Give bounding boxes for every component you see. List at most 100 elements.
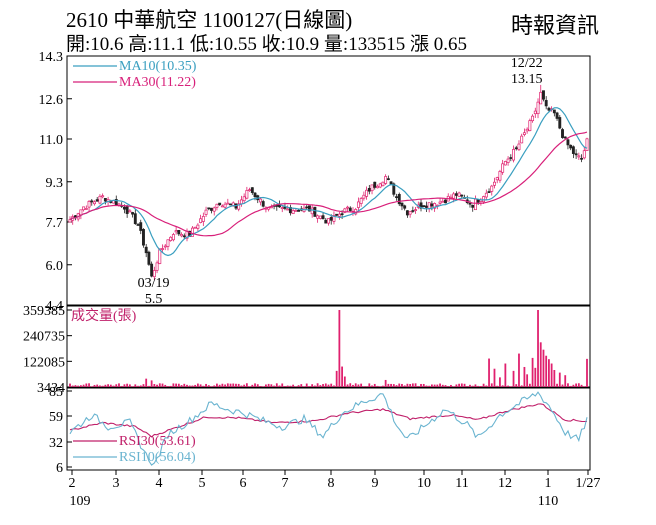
candle-body — [147, 251, 151, 265]
x-tick-label: 4 — [156, 476, 163, 491]
candle-body — [182, 235, 186, 238]
price-tick-label: 4.4 — [46, 299, 64, 314]
candle-body — [101, 195, 105, 198]
candle-body — [498, 171, 502, 181]
x-tick-label: 9 — [372, 476, 379, 491]
candle-body — [542, 90, 545, 100]
candle-body — [84, 208, 88, 210]
candle-body — [136, 224, 140, 226]
candle-body — [433, 203, 437, 209]
x-tick-label: 1/27 — [576, 476, 601, 491]
candle-body — [327, 218, 330, 224]
candle-body — [253, 192, 257, 198]
price-tick-label: 6.0 — [46, 259, 64, 274]
candle-body — [324, 219, 328, 224]
low-value-label: 5.5 — [145, 292, 163, 307]
rsi10-legend-label: RSI10(56.04) — [119, 450, 196, 465]
x-axis: 2 3 4 5 6 7 8 9 10 11 12 1 1/27 109 110 — [69, 470, 601, 509]
candle-body — [212, 207, 216, 212]
candle-body — [237, 203, 241, 210]
high-value-label: 13.15 — [511, 72, 543, 87]
candle-body — [386, 178, 390, 181]
candle-body — [158, 248, 162, 264]
candle-body — [207, 207, 211, 210]
candle-body — [544, 100, 548, 107]
candle-body — [381, 181, 385, 187]
candle-body — [337, 213, 341, 217]
candle-body — [218, 202, 222, 206]
candle-body — [340, 213, 344, 216]
candle-body — [493, 181, 496, 186]
candle-body — [332, 215, 336, 222]
candle-body — [533, 110, 537, 115]
x-year-label: 109 — [70, 494, 91, 509]
candle-body — [103, 198, 107, 202]
ma30-line — [69, 131, 588, 237]
candle-body — [582, 150, 586, 159]
x-year-label: 110 — [538, 494, 558, 509]
candle-body — [93, 201, 96, 205]
candle-body — [561, 129, 564, 138]
chart-title: 2610 中華航空 1100127(日線圖) — [66, 8, 353, 32]
candle-body — [201, 216, 205, 222]
x-tick-label: 5 — [199, 476, 206, 491]
candle-body — [125, 206, 129, 214]
candle-body — [142, 229, 145, 246]
candle-body — [482, 196, 486, 203]
candle-body — [555, 112, 559, 119]
candle-body — [378, 183, 382, 188]
candle-body — [348, 207, 352, 211]
candle-body — [528, 120, 532, 131]
candle-body — [133, 213, 137, 225]
candle-body — [343, 208, 347, 213]
candlesticks — [68, 84, 589, 281]
candle-body — [392, 183, 396, 195]
candle-body — [259, 198, 262, 203]
candle-body — [346, 206, 349, 209]
candle-body — [242, 196, 246, 202]
candle-body — [356, 201, 360, 208]
x-tick-label: 12 — [498, 476, 512, 491]
rsi-panel — [66, 387, 591, 471]
legends: MA10(10.35)MA30(11.22) 成交量(張) RSI30(53.61)… — [71, 59, 197, 465]
candle-body — [261, 201, 265, 207]
price-tick-label: 7.7 — [46, 216, 64, 231]
rsi30-line — [69, 403, 588, 438]
low-date-label: 03/19 — [138, 276, 170, 291]
candle-body — [122, 206, 126, 210]
candle-body — [558, 117, 562, 129]
candle-body — [501, 163, 505, 173]
candle-body — [454, 193, 458, 196]
candle-body — [128, 210, 132, 213]
candle-body — [280, 207, 284, 210]
candle-body — [522, 132, 526, 135]
candle-body — [204, 209, 208, 215]
candle-body — [457, 192, 461, 197]
candle-body — [400, 202, 404, 207]
candle-body — [335, 213, 339, 216]
candle-body — [95, 199, 99, 202]
candle-body — [367, 188, 371, 192]
candle-body — [98, 195, 102, 204]
candle-body — [403, 205, 407, 209]
candle-body — [294, 210, 298, 212]
candle-body — [248, 189, 252, 192]
volume-panel — [66, 305, 591, 388]
candle-body — [297, 209, 301, 212]
candle-body — [427, 202, 431, 210]
candle-body — [517, 143, 521, 151]
candle-body — [250, 187, 254, 193]
candle-body — [487, 191, 491, 193]
candle-body — [389, 181, 393, 185]
candle-body — [397, 194, 401, 205]
candle-body — [376, 185, 379, 189]
candle-body — [468, 202, 472, 205]
price-tick-label: 12.6 — [39, 93, 64, 108]
ma30-legend-label: MA30(11.22) — [119, 75, 196, 90]
candle-body — [362, 194, 366, 199]
candle-body — [90, 200, 94, 203]
candle-body — [144, 246, 148, 254]
candle-body — [370, 184, 374, 192]
candle-body — [291, 210, 295, 214]
candle-body — [484, 192, 488, 198]
